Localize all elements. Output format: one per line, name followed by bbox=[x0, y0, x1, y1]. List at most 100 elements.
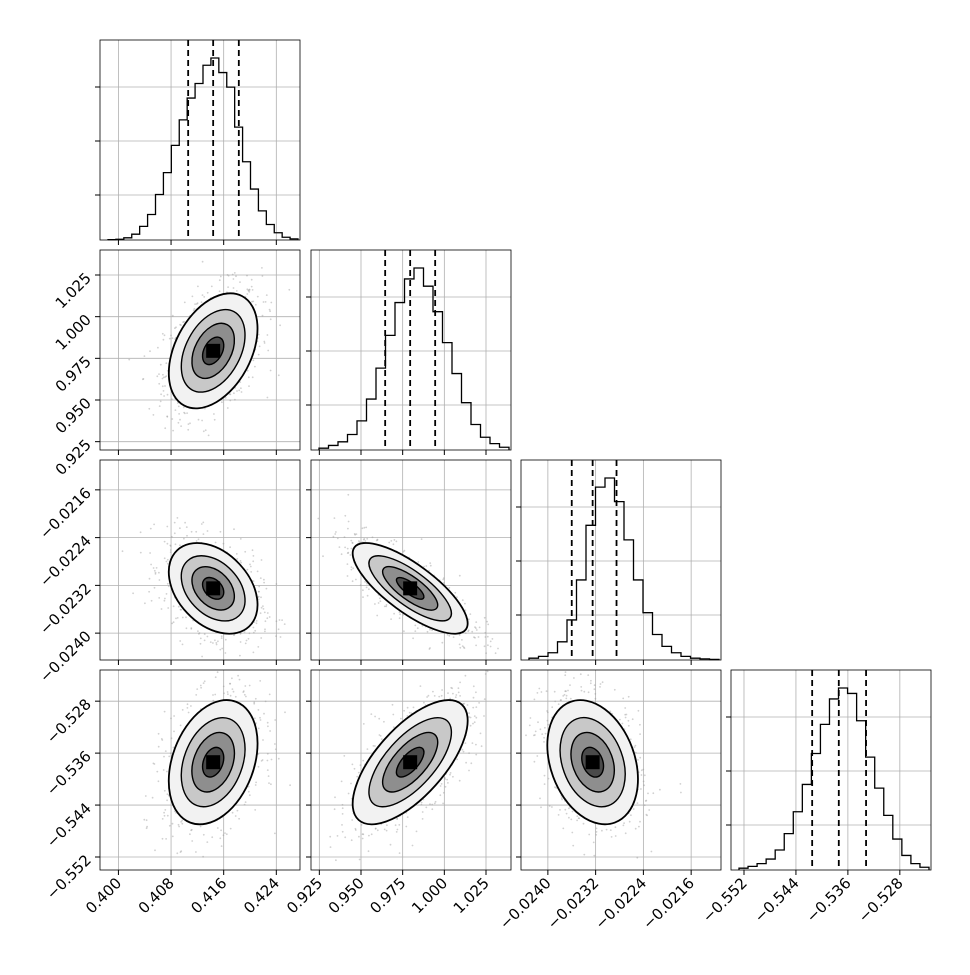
scatter-point bbox=[257, 646, 259, 648]
scatter-point bbox=[260, 596, 262, 598]
scatter-point bbox=[162, 838, 164, 840]
scatter-point bbox=[220, 276, 222, 278]
scatter-point bbox=[187, 703, 189, 705]
scatter-point bbox=[169, 825, 171, 827]
scatter-point bbox=[167, 559, 169, 561]
scatter-point bbox=[253, 702, 255, 704]
scatter-point bbox=[567, 690, 569, 692]
scatter-point bbox=[384, 606, 386, 608]
scatter-point bbox=[344, 547, 346, 549]
scatter-point bbox=[166, 526, 168, 528]
scatter-point bbox=[171, 398, 173, 400]
scatter-point bbox=[156, 567, 158, 569]
scatter-point bbox=[472, 723, 474, 725]
scatter-point bbox=[154, 849, 156, 851]
scatter-point bbox=[322, 555, 324, 557]
scatter-point bbox=[492, 638, 494, 640]
scatter-point bbox=[475, 717, 477, 719]
scatter-point bbox=[341, 781, 343, 783]
scatter-point bbox=[268, 775, 270, 777]
scatter-point bbox=[334, 517, 336, 519]
scatter-point bbox=[547, 724, 549, 726]
scatter-point bbox=[468, 770, 470, 772]
scatter-point bbox=[377, 829, 379, 831]
scatter-point bbox=[454, 592, 456, 594]
scatter-point bbox=[425, 565, 427, 567]
scatter-point bbox=[155, 573, 157, 575]
scatter-point bbox=[334, 533, 336, 535]
histogram-step-line bbox=[108, 58, 298, 240]
scatter-point bbox=[173, 605, 175, 607]
scatter-point bbox=[490, 646, 492, 648]
scatter-point bbox=[455, 694, 457, 696]
scatter-point bbox=[484, 617, 486, 619]
scatter-point bbox=[177, 517, 179, 519]
scatter-point bbox=[375, 828, 377, 830]
scatter-point bbox=[350, 540, 352, 542]
scatter-point bbox=[219, 290, 221, 292]
scatter-point bbox=[441, 783, 443, 785]
scatter-point bbox=[487, 624, 489, 626]
scatter-point bbox=[221, 648, 223, 650]
scatter-point bbox=[260, 577, 262, 579]
panel-frame bbox=[100, 40, 300, 240]
scatter-point bbox=[237, 675, 239, 677]
scatter-point bbox=[379, 734, 381, 736]
scatter-point bbox=[163, 756, 165, 758]
scatter-point bbox=[171, 418, 173, 420]
scatter-point bbox=[171, 623, 173, 625]
scatter-point bbox=[180, 425, 182, 427]
scatter-point bbox=[253, 627, 255, 629]
scatter-point bbox=[158, 746, 160, 748]
scatter-point bbox=[202, 522, 204, 524]
scatter-point bbox=[227, 693, 229, 695]
scatter-point bbox=[452, 693, 454, 695]
scatter-point bbox=[467, 631, 469, 633]
scatter-point bbox=[361, 824, 363, 826]
scatter-point bbox=[648, 809, 650, 811]
scatter-point bbox=[278, 374, 280, 376]
scatter-point bbox=[214, 419, 216, 421]
scatter-point bbox=[182, 617, 184, 619]
scatter-point bbox=[459, 644, 461, 646]
scatter-point bbox=[158, 780, 160, 782]
scatter-point bbox=[610, 711, 612, 713]
scatter-point bbox=[539, 798, 541, 800]
scatter-point bbox=[475, 744, 477, 746]
scatter-point bbox=[469, 613, 471, 615]
scatter-point bbox=[593, 842, 595, 844]
scatter-point bbox=[170, 718, 172, 720]
scatter-point bbox=[253, 360, 255, 362]
scatter-point bbox=[263, 301, 265, 303]
scatter-point bbox=[400, 718, 402, 720]
scatter-point bbox=[379, 597, 381, 599]
scatter-point bbox=[420, 685, 422, 687]
scatter-point bbox=[630, 738, 632, 740]
scatter-point bbox=[164, 541, 166, 543]
scatter-point bbox=[362, 838, 364, 840]
scatter-point bbox=[243, 690, 245, 692]
scatter-point bbox=[417, 561, 419, 563]
scatter-point bbox=[257, 296, 259, 298]
scatter-point bbox=[145, 795, 147, 797]
scatter-point bbox=[278, 758, 280, 760]
scatter-point bbox=[217, 827, 219, 829]
scatter-point bbox=[162, 333, 164, 335]
scatter-point bbox=[240, 560, 242, 562]
scatter-point bbox=[200, 826, 202, 828]
scatter-point bbox=[368, 588, 370, 590]
scatter-point bbox=[251, 286, 253, 288]
scatter-point bbox=[456, 759, 458, 761]
scatter-point bbox=[201, 301, 203, 303]
scatter-point bbox=[262, 275, 264, 277]
scatter-point bbox=[398, 824, 400, 826]
scatter-point bbox=[403, 551, 405, 553]
scatter-point bbox=[223, 834, 225, 836]
scatter-point bbox=[266, 588, 268, 590]
scatter-point bbox=[259, 680, 261, 682]
scatter-point bbox=[472, 742, 474, 744]
scatter-point bbox=[188, 712, 190, 714]
scatter-point bbox=[154, 587, 156, 589]
scatter-point bbox=[178, 606, 180, 608]
scatter-point bbox=[465, 742, 467, 744]
